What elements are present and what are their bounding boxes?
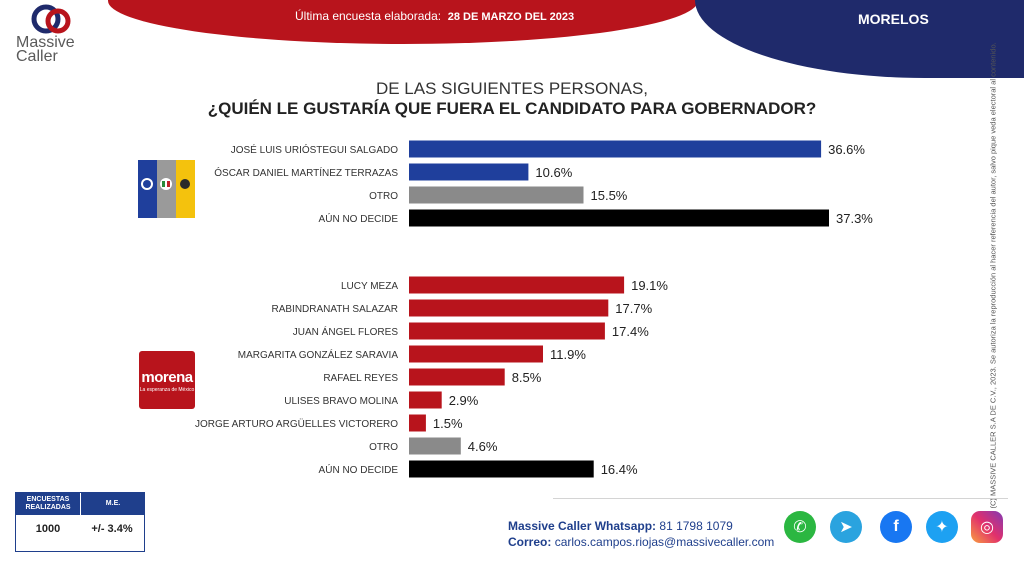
chart-title-line2: ¿QUIÉN LE GUSTARÍA QUE FUERA EL CANDIDAT…	[207, 99, 817, 118]
category-label: JUAN ÁNGEL FLORES	[293, 325, 399, 338]
chart-title-line1: DE LAS SIGUIENTES PERSONAS,	[375, 79, 649, 98]
bar	[409, 322, 605, 340]
bar	[409, 276, 625, 294]
footer-divider	[553, 498, 1008, 499]
whatsapp-icon[interactable]: ✆	[784, 511, 816, 543]
category-label: RAFAEL REYES	[323, 373, 398, 384]
bar	[409, 345, 543, 363]
twitter-icon[interactable]: ✦	[926, 511, 958, 543]
state-name: MORELOS	[858, 11, 929, 27]
value-label: 8.5%	[512, 370, 542, 385]
bar	[409, 299, 609, 317]
value-label: 17.7%	[615, 301, 652, 316]
bar	[409, 186, 584, 204]
surveys-value: 1000	[35, 523, 61, 535]
category-label: JORGE ARTURO ARGÜELLES VICTORERO	[195, 418, 398, 430]
bar	[409, 391, 442, 409]
value-label: 1.5%	[433, 416, 463, 431]
value-label: 17.4%	[612, 324, 649, 339]
margin-error-label: M.E.	[80, 493, 145, 515]
category-label: ULISES BRAVO MOLINA	[284, 396, 398, 407]
value-label: 4.6%	[468, 439, 498, 454]
category-label: JOSÉ LUIS URIÓSTEGUI SALGADO	[231, 143, 398, 156]
category-label: AÚN NO DECIDE	[319, 212, 399, 225]
bar	[409, 163, 529, 181]
surveys-label: ENCUESTAS REALIZADAS	[16, 493, 80, 515]
category-label: LUCY MEZA	[341, 281, 398, 292]
category-label: MARGARITA GONZÁLEZ SARAVIA	[238, 348, 399, 361]
value-label: 11.9%	[550, 347, 586, 362]
category-label: OTRO	[369, 191, 398, 202]
category-label: AÚN NO DECIDE	[319, 463, 399, 476]
brand-name: Massive Caller	[16, 34, 75, 65]
category-label: ÓSCAR DANIEL MARTÍNEZ TERRAZAS	[214, 166, 398, 179]
bar	[409, 460, 594, 478]
category-label: OTRO	[369, 442, 398, 453]
copyright-note: D.R., (C) MASSIVE CALLER S.A DE C.V., 20…	[988, 42, 998, 528]
survey-date-text: Última encuesta elaborada: 28 DE MARZO D…	[295, 9, 575, 23]
value-label: 19.1%	[631, 278, 668, 293]
bar	[409, 140, 822, 158]
bar	[409, 368, 505, 386]
telegram-icon[interactable]: ➤	[830, 511, 862, 543]
bar	[409, 209, 829, 227]
value-label: 15.5%	[591, 188, 628, 203]
bar	[409, 414, 426, 432]
value-label: 2.9%	[449, 393, 479, 408]
morena-logo: morena La esperanza de México	[139, 351, 195, 409]
whatsapp-contact: Massive Caller Whatsapp: 81 1798 1079	[508, 519, 733, 533]
facebook-icon[interactable]: f	[880, 511, 912, 543]
value-label: 10.6%	[535, 165, 572, 180]
pan-pri-prd-logo	[138, 160, 195, 218]
margin-error-value: +/- 3.4%	[91, 523, 133, 535]
value-label: 16.4%	[601, 462, 638, 477]
survey-stats-box: ENCUESTAS REALIZADAS M.E. 1000 +/- 3.4%	[15, 492, 145, 552]
massive-caller-logo-icon	[31, 4, 71, 34]
bar	[409, 437, 461, 455]
value-label: 37.3%	[836, 211, 873, 226]
email-contact: Correo: carlos.campos.riojas@massivecall…	[508, 535, 775, 549]
instagram-icon[interactable]: ◎	[971, 511, 1003, 543]
category-label: RABINDRANATH SALAZAR	[271, 304, 398, 315]
value-label: 36.6%	[828, 142, 865, 157]
